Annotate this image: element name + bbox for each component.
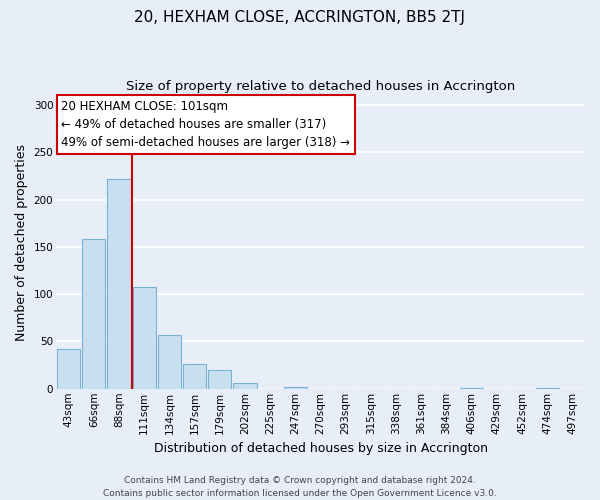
Title: Size of property relative to detached houses in Accrington: Size of property relative to detached ho… bbox=[126, 80, 515, 93]
Y-axis label: Number of detached properties: Number of detached properties bbox=[15, 144, 28, 340]
Bar bbox=[460, 388, 483, 389]
Bar bbox=[183, 364, 206, 389]
Bar bbox=[107, 179, 131, 389]
Bar bbox=[233, 383, 257, 389]
Bar bbox=[133, 286, 156, 389]
Text: 20, HEXHAM CLOSE, ACCRINGTON, BB5 2TJ: 20, HEXHAM CLOSE, ACCRINGTON, BB5 2TJ bbox=[134, 10, 466, 25]
Bar bbox=[284, 387, 307, 389]
Bar bbox=[82, 240, 106, 389]
Bar bbox=[57, 349, 80, 389]
Bar bbox=[158, 335, 181, 389]
Bar bbox=[536, 388, 559, 389]
Text: 20 HEXHAM CLOSE: 101sqm
← 49% of detached houses are smaller (317)
49% of semi-d: 20 HEXHAM CLOSE: 101sqm ← 49% of detache… bbox=[61, 100, 350, 149]
Text: Contains HM Land Registry data © Crown copyright and database right 2024.
Contai: Contains HM Land Registry data © Crown c… bbox=[103, 476, 497, 498]
Bar bbox=[208, 370, 232, 389]
X-axis label: Distribution of detached houses by size in Accrington: Distribution of detached houses by size … bbox=[154, 442, 488, 455]
